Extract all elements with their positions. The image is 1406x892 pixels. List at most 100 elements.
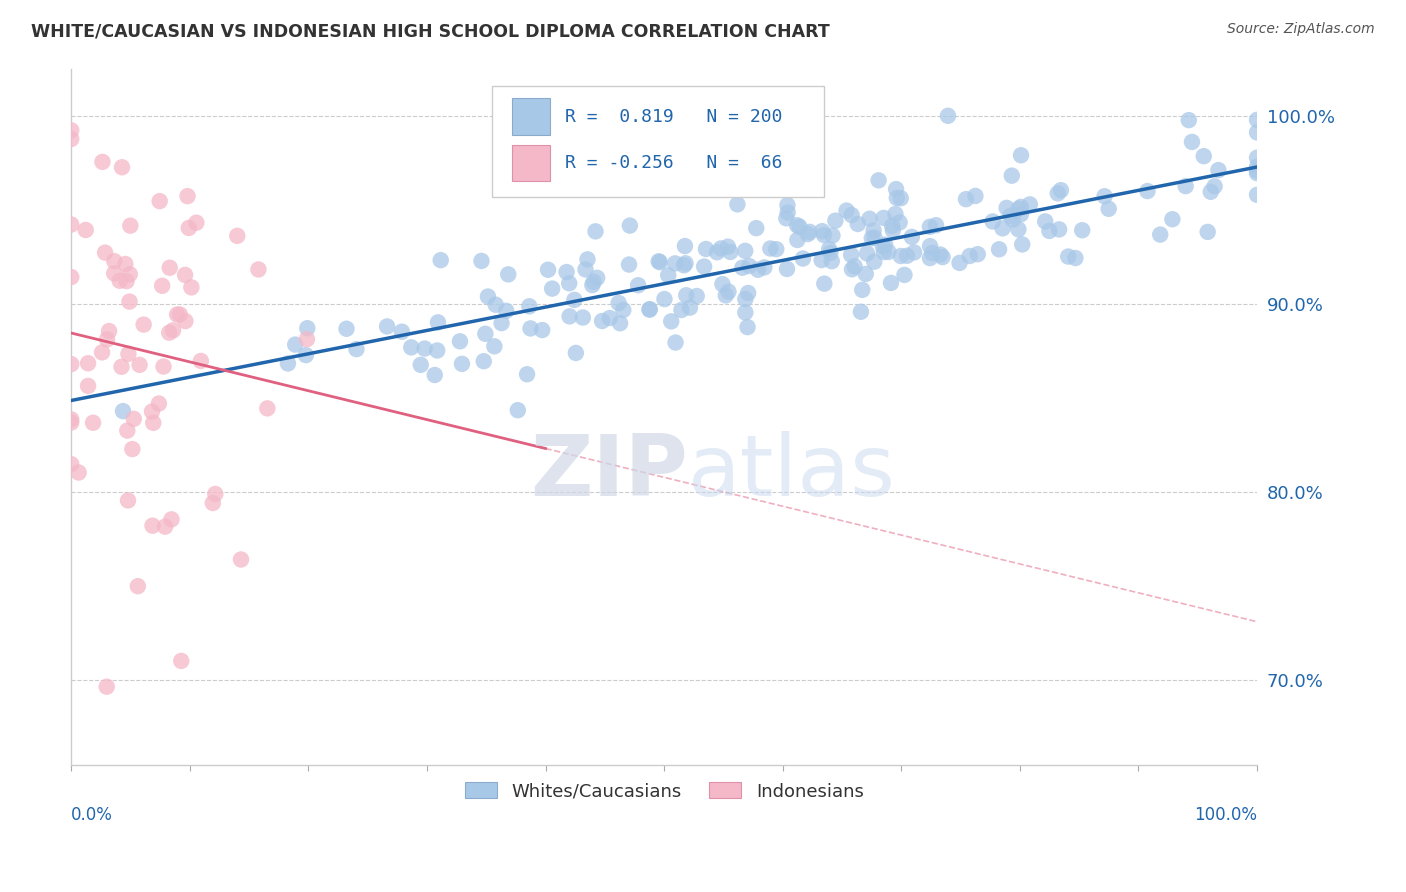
Point bbox=[141, 518, 163, 533]
Point bbox=[153, 519, 176, 533]
Point bbox=[862, 223, 884, 237]
Point bbox=[1001, 212, 1024, 227]
Point bbox=[966, 247, 988, 261]
Point bbox=[948, 256, 970, 270]
Point bbox=[1192, 149, 1215, 163]
Point bbox=[60, 123, 83, 137]
Point bbox=[176, 189, 198, 203]
Point bbox=[737, 320, 759, 334]
Point bbox=[170, 654, 193, 668]
Text: Source: ZipAtlas.com: Source: ZipAtlas.com bbox=[1227, 22, 1375, 37]
Point bbox=[295, 348, 318, 362]
Point bbox=[67, 466, 90, 480]
Point bbox=[890, 191, 912, 205]
Point bbox=[574, 262, 596, 277]
Point bbox=[1246, 166, 1268, 180]
Point bbox=[638, 302, 661, 317]
Point bbox=[108, 274, 131, 288]
Point bbox=[582, 275, 605, 289]
Point bbox=[675, 288, 697, 302]
Point bbox=[880, 276, 903, 290]
FancyBboxPatch shape bbox=[512, 145, 550, 181]
Point bbox=[1246, 163, 1268, 178]
Point bbox=[247, 262, 270, 277]
Point bbox=[873, 211, 896, 225]
Point bbox=[1038, 224, 1060, 238]
Point bbox=[786, 233, 808, 247]
Point bbox=[884, 207, 907, 221]
Point bbox=[896, 249, 918, 263]
Point bbox=[609, 316, 631, 330]
Point bbox=[1204, 179, 1226, 194]
Point bbox=[792, 252, 814, 266]
Point bbox=[96, 680, 118, 694]
Point bbox=[731, 260, 754, 275]
Point bbox=[936, 109, 959, 123]
Point bbox=[564, 293, 586, 307]
Point bbox=[537, 262, 560, 277]
Point bbox=[839, 248, 862, 262]
Point bbox=[1098, 202, 1121, 216]
Point bbox=[648, 255, 671, 269]
Point bbox=[491, 316, 513, 330]
Point bbox=[555, 265, 578, 279]
Point bbox=[873, 245, 896, 260]
Point bbox=[776, 205, 799, 219]
Point bbox=[918, 239, 941, 253]
Point bbox=[190, 354, 212, 368]
Point bbox=[673, 239, 696, 253]
Point bbox=[863, 254, 886, 268]
Point bbox=[477, 289, 499, 303]
Point bbox=[654, 292, 676, 306]
Point bbox=[60, 457, 83, 471]
Point bbox=[75, 223, 97, 237]
Point bbox=[875, 237, 897, 252]
Text: WHITE/CAUCASIAN VS INDONESIAN HIGH SCHOOL DIPLOMA CORRELATION CHART: WHITE/CAUCASIAN VS INDONESIAN HIGH SCHOO… bbox=[31, 22, 830, 40]
Point bbox=[988, 242, 1011, 256]
Text: 100.0%: 100.0% bbox=[1194, 806, 1257, 824]
Point bbox=[659, 314, 682, 328]
Point bbox=[114, 257, 136, 271]
Point bbox=[122, 412, 145, 426]
Point bbox=[664, 256, 686, 270]
Point bbox=[672, 258, 695, 272]
Point bbox=[118, 267, 141, 281]
Point bbox=[737, 285, 759, 300]
Point bbox=[776, 198, 799, 212]
Point bbox=[201, 496, 224, 510]
Point bbox=[174, 268, 197, 282]
Point bbox=[226, 228, 249, 243]
Point bbox=[576, 252, 599, 267]
Point bbox=[995, 201, 1018, 215]
Point bbox=[717, 240, 740, 254]
Point bbox=[738, 259, 761, 273]
Point bbox=[586, 270, 609, 285]
Point bbox=[1094, 189, 1116, 203]
Point bbox=[77, 379, 100, 393]
Point bbox=[872, 239, 894, 253]
Point bbox=[710, 242, 733, 256]
Point bbox=[375, 319, 398, 334]
Point bbox=[160, 512, 183, 526]
Point bbox=[1208, 163, 1230, 178]
Point bbox=[1197, 225, 1219, 239]
Point bbox=[118, 294, 141, 309]
Point bbox=[121, 442, 143, 456]
Point bbox=[60, 412, 83, 426]
Point bbox=[638, 302, 661, 317]
Point bbox=[679, 301, 702, 315]
Point bbox=[111, 404, 134, 418]
Point bbox=[929, 247, 952, 261]
Point bbox=[725, 197, 748, 211]
Point bbox=[117, 347, 139, 361]
Point bbox=[627, 278, 650, 293]
Point bbox=[844, 260, 866, 274]
Point bbox=[893, 268, 915, 282]
Point bbox=[711, 277, 734, 292]
Legend: Whites/Caucasians, Indonesians: Whites/Caucasians, Indonesians bbox=[457, 775, 870, 808]
Point bbox=[813, 228, 835, 243]
Point bbox=[717, 285, 740, 299]
Text: atlas: atlas bbox=[688, 431, 896, 514]
Point bbox=[991, 221, 1014, 235]
Point bbox=[132, 318, 155, 332]
